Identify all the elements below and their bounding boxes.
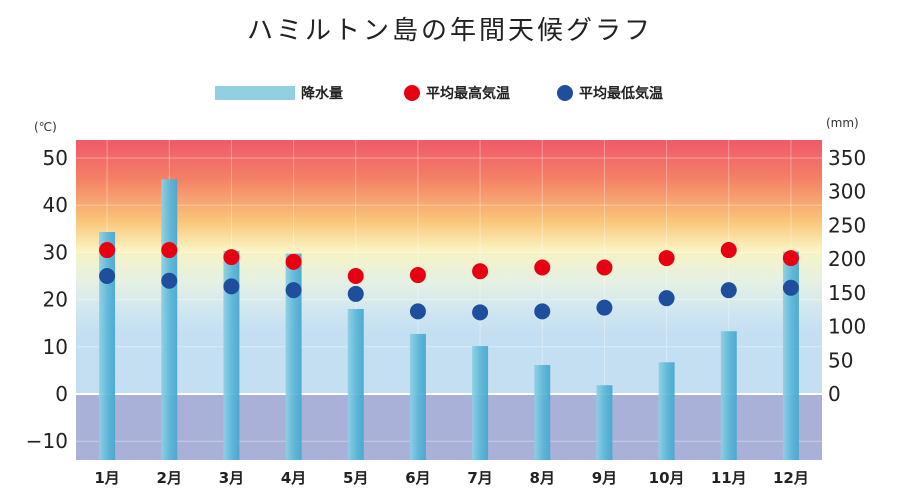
dot-min-temp-11 [720,282,737,299]
y-right-tick-label: 150 [828,281,866,305]
y-right-tick-label: 300 [828,180,866,204]
bar-precip-4 [285,253,302,460]
dot-max-temp-10 [658,250,675,267]
y-right-tick-label: 250 [828,213,866,237]
dot-min-temp-6 [409,303,426,320]
dot-max-temp-3 [223,249,240,266]
x-tick-label: 1月 [94,469,119,487]
dot-max-temp-7 [472,263,489,280]
dot-max-temp-4 [285,253,302,270]
y-left-tick-label: 40 [43,193,68,217]
x-tick-label: 8月 [530,469,555,487]
y-left-tick-label: 50 [43,146,68,170]
dot-min-temp-5 [347,285,364,302]
y-right-tick-label: 200 [828,247,866,271]
dot-min-temp-4 [285,282,302,299]
x-tick-label: 5月 [343,469,368,487]
legend-max-swatch [404,85,420,101]
dot-max-temp-11 [720,242,737,259]
legend-min: 平均最低気温 [557,83,663,103]
bar-precip-6 [409,333,426,460]
dot-min-temp-2 [161,272,178,289]
bar-precip-5 [347,308,364,460]
y-right-tick-label: 100 [828,315,866,339]
right-axis-unit: (mm) [826,116,859,130]
bar-precip-1 [99,232,116,460]
y-left-tick-label: −10 [26,429,68,453]
y-left-tick-label: 0 [55,382,68,406]
dot-min-temp-12 [782,279,799,296]
legend-precip-label: 降水量 [301,86,343,102]
dot-max-temp-5 [347,268,364,284]
dot-max-temp-8 [534,259,551,276]
dot-max-temp-2 [161,242,178,259]
legend-precip-swatch [215,86,295,100]
bar-precip-11 [720,331,737,460]
x-tick-label: 6月 [405,469,430,487]
dot-max-temp-6 [409,267,426,284]
x-tick-label: 9月 [592,469,617,487]
legend-max: 平均最高気温 [404,83,510,103]
x-tick-label: 10月 [649,469,685,487]
legend-min-label: 平均最低気温 [579,86,663,102]
dot-min-temp-3 [223,278,240,295]
x-tick-label: 4月 [281,469,306,487]
dot-max-temp-9 [596,259,613,276]
x-tick-label: 7月 [467,469,492,487]
y-right-tick-label: 0 [828,382,841,406]
left-axis-unit: (℃) [34,120,57,134]
plot-background-warm [76,140,822,394]
legend-max-label: 平均最高気温 [426,86,510,102]
dot-min-temp-9 [596,299,613,316]
dot-min-temp-10 [658,290,675,307]
y-left-tick-label: 30 [43,240,68,264]
dot-max-temp-1 [99,242,116,259]
y-right-tick-label: 350 [828,146,866,170]
x-tick-label: 11月 [711,469,747,487]
legend-min-swatch [557,85,573,101]
x-tick-label: 3月 [219,469,244,487]
y-left-tick-label: 10 [43,335,68,359]
bar-precip-9 [596,385,613,460]
chart-title: ハミルトン島の年間天候グラフ [246,16,653,46]
y-right-tick-label: 50 [828,348,853,372]
bar-precip-12 [782,251,799,460]
bar-precip-3 [223,250,240,460]
bar-precip-2 [161,179,178,460]
bar-precip-10 [658,362,675,460]
x-tick-label: 2月 [157,469,182,487]
dot-max-temp-12 [782,250,799,267]
dot-min-temp-8 [534,303,551,320]
bar-precip-7 [472,346,489,460]
bar-precip-8 [534,364,551,460]
x-tick-label: 12月 [773,469,809,487]
plot-background-cold [76,394,822,460]
dot-min-temp-7 [472,304,489,321]
legend-precip: 降水量 [215,83,343,103]
y-left-tick-label: 20 [43,288,68,312]
dot-min-temp-1 [99,268,116,284]
